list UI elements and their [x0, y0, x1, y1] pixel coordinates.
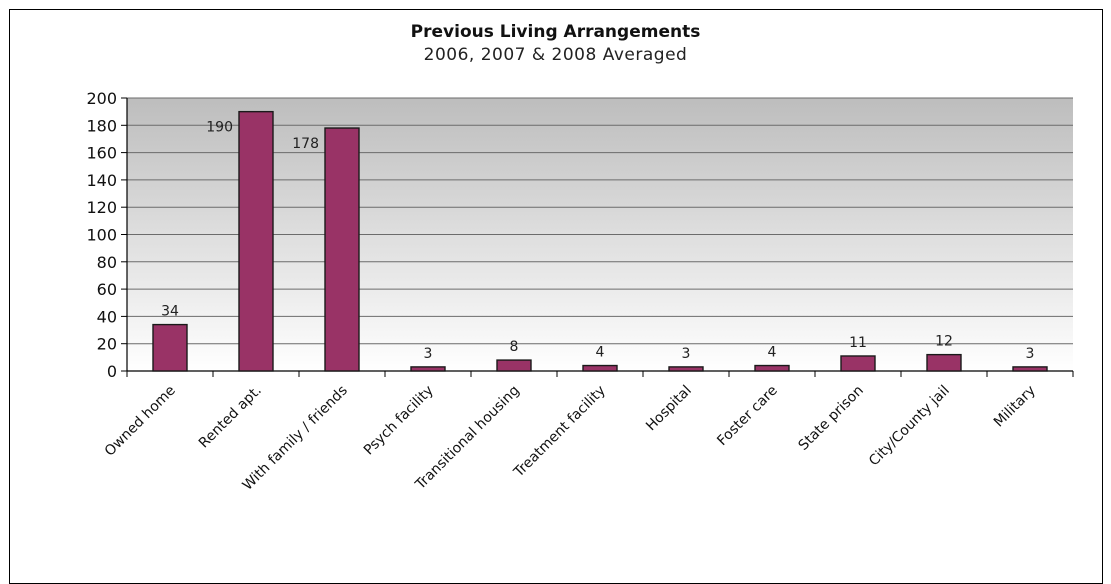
data-label: 190 [206, 120, 233, 136]
y-tick-label: 100 [86, 226, 117, 245]
category-label: City/County jail [866, 383, 953, 470]
data-label: 8 [510, 339, 519, 355]
bar [1012, 366, 1048, 372]
y-tick-label: 140 [86, 171, 117, 190]
bar [152, 323, 188, 372]
data-label: 11 [849, 335, 867, 351]
data-label: 3 [682, 346, 691, 362]
bar [238, 110, 274, 372]
y-tick-label: 120 [86, 198, 117, 217]
chart-title: Previous Living Arrangements [410, 22, 701, 42]
category-label: Military [991, 383, 1039, 431]
data-label: 34 [161, 304, 179, 320]
y-tick-label: 60 [97, 280, 117, 299]
data-label: 178 [292, 136, 319, 152]
y-tick-label: 200 [86, 89, 117, 108]
bar [496, 359, 532, 372]
category-label: Owned home [102, 383, 179, 460]
bar [926, 353, 962, 372]
category-label: Treatment facility [510, 383, 609, 482]
y-tick-label: 20 [97, 335, 117, 354]
bar [324, 127, 360, 372]
y-tick-label: 160 [86, 144, 117, 163]
category-label: Hospital [643, 383, 695, 435]
bar [410, 366, 446, 372]
data-label: 4 [768, 345, 777, 361]
bar [754, 364, 790, 372]
data-label: 3 [1026, 346, 1035, 362]
category-label: Psych facility [361, 383, 437, 459]
bar [582, 364, 618, 372]
data-label: 3 [424, 346, 433, 362]
bar [840, 355, 876, 372]
data-label: 12 [935, 334, 953, 350]
category-label: Rented apt. [196, 383, 265, 452]
y-tick-label: 0 [107, 362, 117, 381]
chart-subtitle: 2006, 2007 & 2008 Averaged [423, 45, 688, 65]
category-label: State prison [796, 383, 867, 454]
y-tick-label: 80 [97, 253, 117, 272]
category-label: Foster care [714, 383, 781, 450]
y-tick-label: 40 [97, 307, 117, 326]
y-tick-label: 180 [86, 116, 117, 135]
data-label: 4 [596, 345, 605, 361]
bar [668, 366, 704, 372]
